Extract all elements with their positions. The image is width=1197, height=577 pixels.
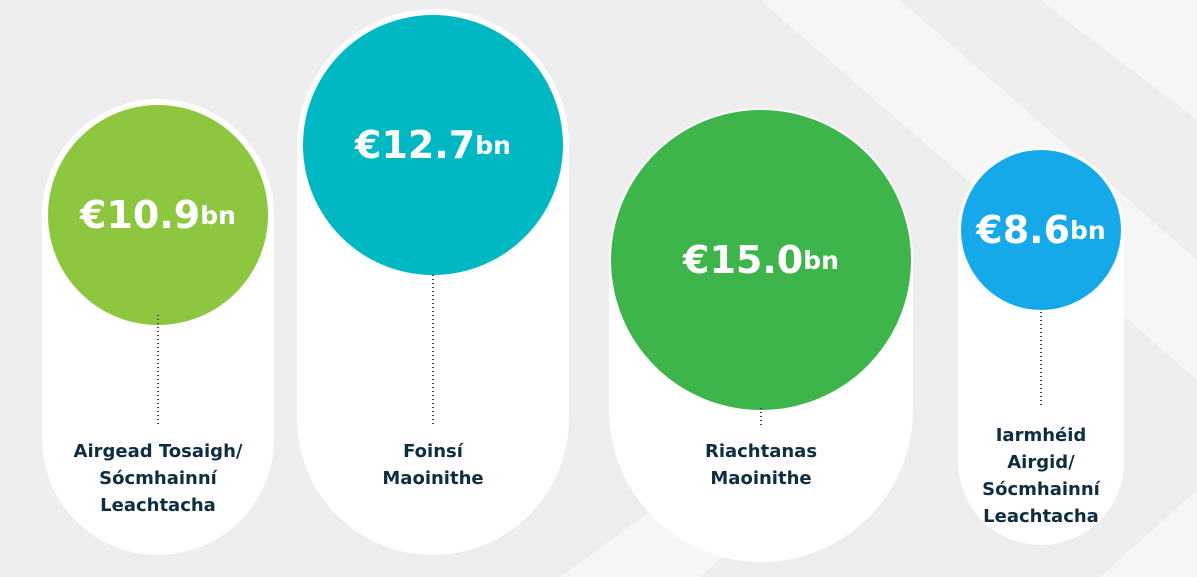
amount-value: €8.6 <box>975 208 1070 252</box>
amount-unit: bn <box>200 201 236 230</box>
amount-unit: bn <box>475 131 511 160</box>
card-label: Maoinithe <box>382 468 483 489</box>
card-label: Leachtacha <box>100 495 216 516</box>
stripe <box>1100 490 1197 577</box>
stripe <box>1040 0 1197 120</box>
card: €15.0bn Riachtanas Maoinithe <box>609 108 913 562</box>
card-label: Maoinithe <box>710 468 811 489</box>
card-label: Sócmhainní <box>982 479 1101 500</box>
card: €12.7bn Foinsí Maoinithe <box>297 9 569 555</box>
card-label: Foinsí <box>403 441 464 462</box>
amount: €10.9bn <box>79 193 236 237</box>
card-label: Riachtanas <box>705 441 817 462</box>
card-label: Sócmhainní <box>99 468 218 489</box>
value-circle <box>303 15 563 275</box>
value-circle <box>961 150 1121 310</box>
card-label: Airgead Tosaigh/ <box>74 441 243 462</box>
card: €10.9bn Airgead Tosaigh/Sócmhainní Leachta… <box>42 99 274 555</box>
amount-value: €12.7 <box>354 123 475 167</box>
card: €8.6bn Iarmhéid Airgid/Sócmhainní Leachtach… <box>958 147 1124 545</box>
value-circle <box>48 105 268 325</box>
amount-unit: bn <box>1070 216 1106 245</box>
card-label: Leachtacha <box>983 506 1099 527</box>
amount-value: €10.9 <box>79 193 200 237</box>
amount: €15.0bn <box>682 238 839 282</box>
amount-unit: bn <box>803 246 839 275</box>
amount: €8.6bn <box>975 208 1105 252</box>
amount-value: €15.0 <box>682 238 803 282</box>
card-label: Airgid/ <box>1007 452 1075 473</box>
card-label: Iarmhéid <box>996 425 1087 446</box>
amount: €12.7bn <box>354 123 511 167</box>
value-circle <box>611 110 911 410</box>
